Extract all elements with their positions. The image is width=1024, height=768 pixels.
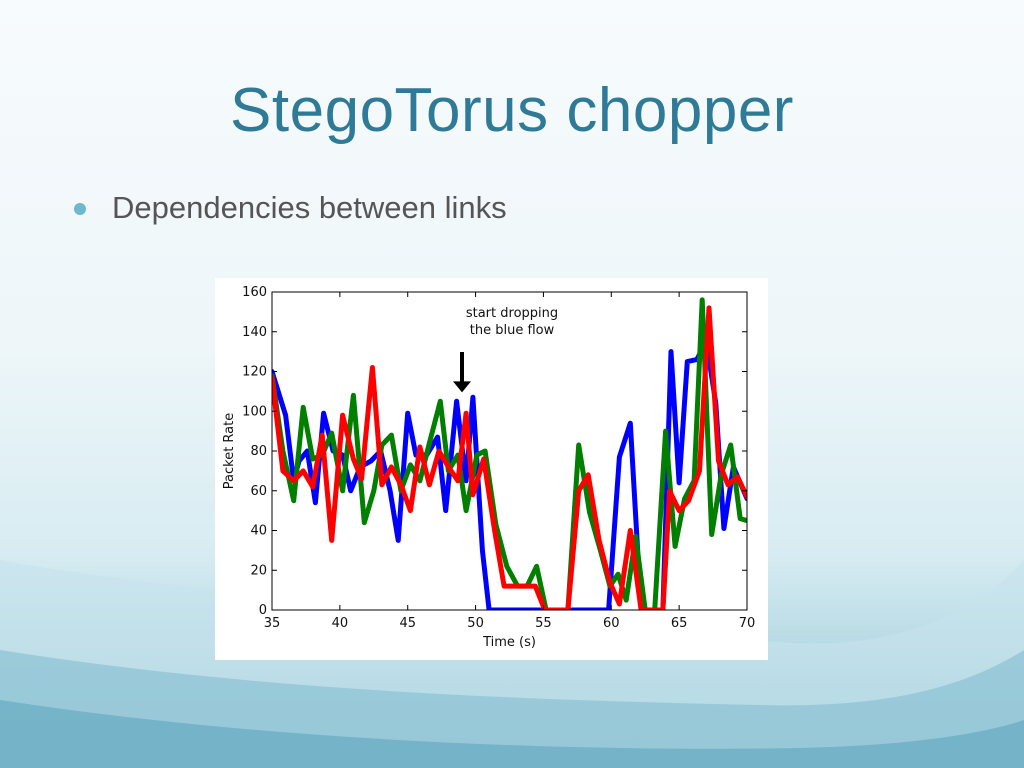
x-tick-label: 65	[671, 616, 688, 631]
series-line-green	[272, 297, 747, 610]
annotation-text-line: start dropping	[466, 306, 558, 321]
y-tick-label: 100	[242, 404, 267, 419]
x-tick-label: 50	[467, 616, 484, 631]
bullet-dot-icon	[74, 203, 86, 215]
x-tick-label: 70	[739, 616, 756, 631]
y-tick-label: 120	[242, 365, 267, 380]
y-tick-label: 0	[259, 603, 267, 618]
chart-svg: 35 40 45 50 55 60 65 70 0 20 40 60 80 100 120 140 160 Tim…	[222, 285, 756, 650]
y-axis-label: Packet Rate	[222, 413, 237, 489]
x-tick-label: 60	[603, 616, 620, 631]
y-tick-label: 20	[250, 563, 267, 578]
y-tick-label: 40	[250, 524, 267, 539]
bullet-text: Dependencies between links	[112, 190, 507, 225]
y-tick-label: 80	[250, 444, 267, 459]
x-tick-label: 35	[264, 616, 281, 631]
series-line-red	[272, 305, 747, 610]
x-axis-label: Time (s)	[482, 635, 536, 650]
y-tick-label: 140	[242, 325, 267, 340]
y-tick-label: 60	[250, 484, 267, 499]
x-tick-label: 45	[399, 616, 416, 631]
annotation-arrow-head	[453, 381, 471, 393]
x-tick-label: 55	[535, 616, 552, 631]
annotation-text-line: the blue flow	[470, 323, 555, 338]
bullet-item: Dependencies between links	[74, 190, 507, 226]
packet-rate-chart: 35 40 45 50 55 60 65 70 0 20 40 60 80 100 120 140 160 Tim…	[215, 278, 768, 660]
y-tick-label: 160	[242, 285, 267, 300]
x-tick-label: 40	[332, 616, 349, 631]
slide-title: StegoTorus chopper	[230, 76, 794, 145]
